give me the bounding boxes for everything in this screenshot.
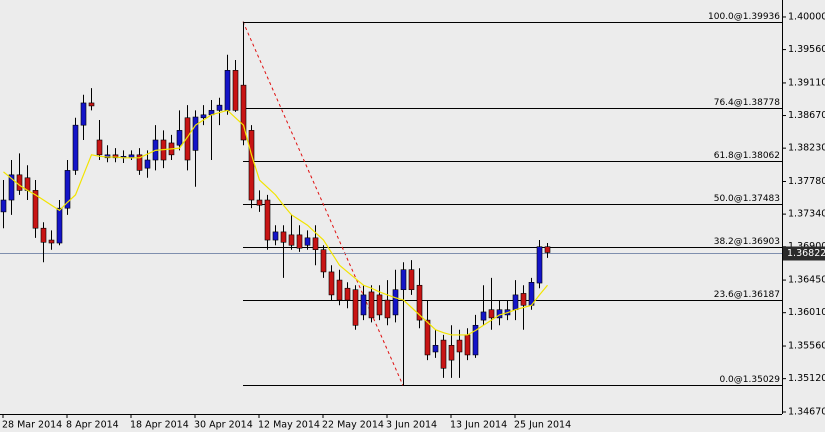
candle-body — [320, 249, 327, 273]
current-price-label: 1.36822 — [787, 248, 825, 259]
candle-body — [512, 294, 519, 311]
candle-body — [80, 102, 87, 126]
candle-body — [544, 246, 551, 253]
fib-label: 76.4@1.38778 — [714, 98, 781, 108]
candle-body — [264, 199, 271, 241]
candle-body — [352, 289, 359, 326]
y-tick-label: 1.39560 — [788, 44, 825, 55]
fib-label: 23.6@1.36187 — [714, 290, 780, 300]
candle-body — [96, 139, 103, 156]
y-tick-label: 1.34670 — [788, 406, 825, 417]
y-tick-label: 1.37780 — [788, 176, 825, 187]
candle-body — [416, 284, 423, 321]
y-tick-label: 1.35560 — [788, 341, 825, 352]
x-tick-label: 28 Mar 2014 — [2, 420, 62, 431]
candle-body — [240, 84, 247, 141]
fib-label: 50.0@1.37483 — [714, 194, 780, 204]
x-tick-label: 12 May 2014 — [258, 420, 320, 431]
candle-body — [64, 170, 71, 209]
candle-body — [456, 339, 463, 353]
candle-body — [272, 231, 279, 241]
candle-body — [432, 344, 439, 353]
candle-body — [0, 199, 7, 213]
candle-body — [488, 309, 495, 319]
candle-body — [304, 237, 311, 246]
candle-body — [48, 239, 55, 244]
candle-body — [424, 319, 431, 356]
candle-body — [232, 70, 239, 111]
candle-body — [288, 234, 295, 246]
candle-body — [528, 281, 535, 306]
candle-body — [328, 271, 335, 296]
candle-body — [176, 130, 183, 146]
candle-body — [216, 104, 223, 111]
fib-label: 0.0@1.35029 — [719, 375, 780, 385]
fib-label: 38.2@1.36903 — [714, 237, 780, 247]
moving-average — [3, 109, 548, 336]
candle-body — [280, 231, 287, 243]
candle-body — [376, 294, 383, 316]
y-tick-label: 1.35120 — [788, 373, 825, 384]
candle-body — [336, 279, 343, 301]
fib-label: 100.0@1.39936 — [708, 12, 780, 22]
candle-body — [256, 199, 263, 206]
candle-body — [224, 70, 231, 111]
y-tick-label: 1.37340 — [788, 209, 825, 220]
fib-label: 61.8@1.38062 — [714, 151, 780, 161]
candle-body — [360, 294, 367, 316]
candle-body — [480, 311, 487, 321]
trend-line — [242, 21, 404, 386]
candle-body — [344, 287, 351, 301]
candle-body — [536, 246, 543, 284]
x-tick-label: 22 May 2014 — [322, 420, 384, 431]
x-tick-label: 25 Jun 2014 — [514, 420, 571, 431]
candle-body — [112, 154, 119, 159]
candle-body — [24, 177, 31, 191]
current-price-box — [783, 246, 825, 261]
x-tick-label: 3 Jun 2014 — [386, 420, 437, 431]
candle-body — [88, 102, 95, 107]
candle-body — [72, 124, 79, 171]
y-tick-label: 1.38670 — [788, 110, 825, 121]
candle-body — [464, 334, 471, 356]
candle-body — [192, 116, 199, 151]
y-tick-label: 1.36010 — [788, 307, 825, 318]
candle-body — [248, 130, 255, 201]
candle-body — [56, 207, 63, 244]
candle-body — [8, 174, 15, 201]
y-tick-label: 1.38230 — [788, 143, 825, 154]
x-tick-label: 8 Apr 2014 — [66, 420, 119, 431]
candle-body — [16, 174, 23, 191]
candle-body — [184, 117, 191, 161]
candle-body — [448, 344, 455, 361]
candle-body — [40, 227, 47, 243]
x-tick-label: 18 Apr 2014 — [130, 420, 189, 431]
candle-body — [368, 291, 375, 319]
candle-body — [312, 237, 319, 250]
candle-body — [384, 299, 391, 319]
candle-body — [408, 269, 415, 291]
candle-body — [440, 339, 447, 369]
candle-body — [296, 234, 303, 249]
candle-body — [144, 159, 151, 169]
candle-body — [520, 293, 527, 306]
candle-body — [392, 289, 399, 316]
candle-body — [32, 190, 39, 229]
x-tick-label: 30 Apr 2014 — [194, 420, 253, 431]
candle-body — [136, 154, 143, 171]
candle-body — [200, 114, 207, 119]
candle-body — [472, 324, 479, 356]
x-tick-label: 13 Jun 2014 — [450, 420, 507, 431]
candle-body — [400, 269, 407, 291]
y-tick-label: 1.36450 — [788, 275, 825, 286]
y-tick-label: 1.40000 — [788, 11, 825, 22]
y-tick-label: 1.39110 — [788, 77, 825, 88]
